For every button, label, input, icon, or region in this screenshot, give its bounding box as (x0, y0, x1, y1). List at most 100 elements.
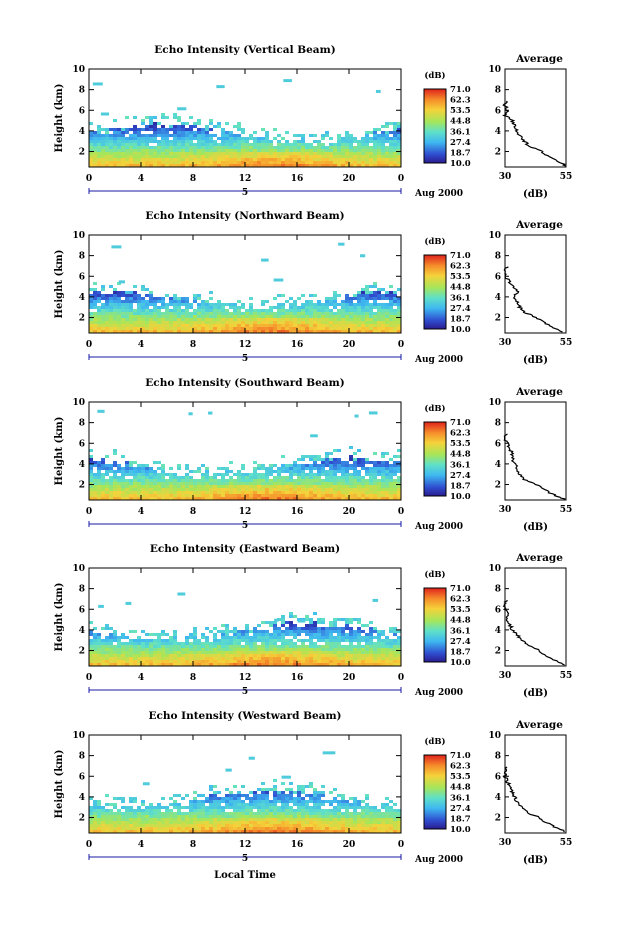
heat-cell (125, 291, 129, 294)
heat-cell (345, 809, 349, 812)
y-tick-label: 6 (79, 106, 85, 116)
heat-cell (233, 818, 237, 821)
heat-cell (233, 657, 237, 660)
heat-cell (377, 821, 381, 824)
heat-cell (349, 137, 353, 140)
heat-cell (385, 809, 389, 812)
heat-cell (381, 455, 385, 458)
y-tick-label: 8 (79, 252, 85, 262)
heat-cell (377, 815, 381, 818)
heat-cell (377, 330, 381, 333)
heat-cell (233, 803, 237, 806)
heat-cell (121, 473, 125, 476)
heat-cell (173, 116, 177, 119)
heat-cell (169, 812, 173, 815)
heat-cell (305, 803, 309, 806)
colorbar-unit: (dB) (424, 403, 445, 414)
heat-cell (341, 306, 345, 309)
heat-cell (189, 134, 193, 137)
heat-cell (233, 645, 237, 648)
heat-cell (117, 291, 121, 294)
heat-cell (233, 321, 237, 324)
heat-cell (213, 806, 217, 809)
heat-cell (209, 821, 213, 824)
heat-cell (373, 461, 377, 464)
heat-cell (233, 134, 237, 137)
heat-cell (209, 140, 213, 143)
heat-cell (133, 131, 137, 134)
heat-cell (201, 152, 205, 155)
heat-cell (397, 809, 401, 812)
heat-cell (345, 803, 349, 806)
avg-y-tick-label: 10 (488, 398, 501, 408)
heat-cell (333, 657, 337, 660)
heat-cell (353, 461, 357, 464)
heat-cell (289, 494, 293, 497)
heat-cell (205, 815, 209, 818)
heat-cell (157, 122, 161, 125)
heat-cell (165, 663, 169, 666)
heat-cell (265, 636, 269, 639)
heat-cell (365, 461, 369, 464)
heat-cell (133, 639, 137, 642)
heat-cell (89, 645, 93, 648)
heat-cell (121, 303, 125, 306)
heat-cell (365, 288, 369, 291)
heat-cell (261, 663, 265, 666)
heat-cell (377, 645, 381, 648)
heat-cell (145, 149, 149, 152)
heat-cell (373, 155, 377, 158)
heat-cell (109, 330, 113, 333)
heat-cell (281, 330, 285, 333)
heat-cell (325, 134, 329, 137)
heat-cell (97, 321, 101, 324)
heat-cell (397, 315, 401, 318)
heat-cell (245, 146, 249, 149)
heat-cell (397, 303, 401, 306)
heat-cell (101, 318, 105, 321)
heat-cell (241, 785, 245, 788)
heat-cell (317, 639, 321, 642)
heat-cell (221, 140, 225, 143)
heat-cell (353, 797, 357, 800)
heat-cell (261, 812, 265, 815)
heat-cell (197, 800, 201, 803)
heat-cell (301, 324, 305, 327)
heat-cell (293, 651, 297, 654)
heat-cell (217, 657, 221, 660)
heat-cell (261, 809, 265, 812)
heat-cell (93, 473, 97, 476)
heat-cell (181, 824, 185, 827)
heat-cell (213, 125, 217, 128)
heat-cell (157, 149, 161, 152)
heat-cell (233, 161, 237, 164)
heat-cell (237, 479, 241, 482)
heat-cell (301, 818, 305, 821)
heat-cell (173, 327, 177, 330)
heat-cell (257, 639, 261, 642)
heat-cell (249, 327, 253, 330)
heat-cell (93, 461, 97, 464)
heat-cell (361, 137, 365, 140)
heat-cell (237, 818, 241, 821)
heat-cell (249, 321, 253, 324)
heat-cell (225, 821, 229, 824)
heat-cell (113, 309, 117, 312)
heat-cell (209, 476, 213, 479)
heat-cell (333, 627, 337, 630)
heat-cell (129, 642, 133, 645)
heat-cell (237, 645, 241, 648)
heat-cell (197, 479, 201, 482)
heat-cell (173, 663, 177, 666)
heat-cell (369, 140, 373, 143)
heat-cell (277, 491, 281, 494)
avg-y-tick-label: 4 (495, 293, 501, 303)
x-tick-label: 4 (138, 174, 144, 184)
heat-cell (361, 663, 365, 666)
heat-cell (117, 488, 121, 491)
heat-cell (321, 324, 325, 327)
heat-cell (317, 497, 321, 500)
heat-cell (173, 824, 177, 827)
heat-cell (157, 494, 161, 497)
x-tick-label: 0 (86, 840, 92, 850)
